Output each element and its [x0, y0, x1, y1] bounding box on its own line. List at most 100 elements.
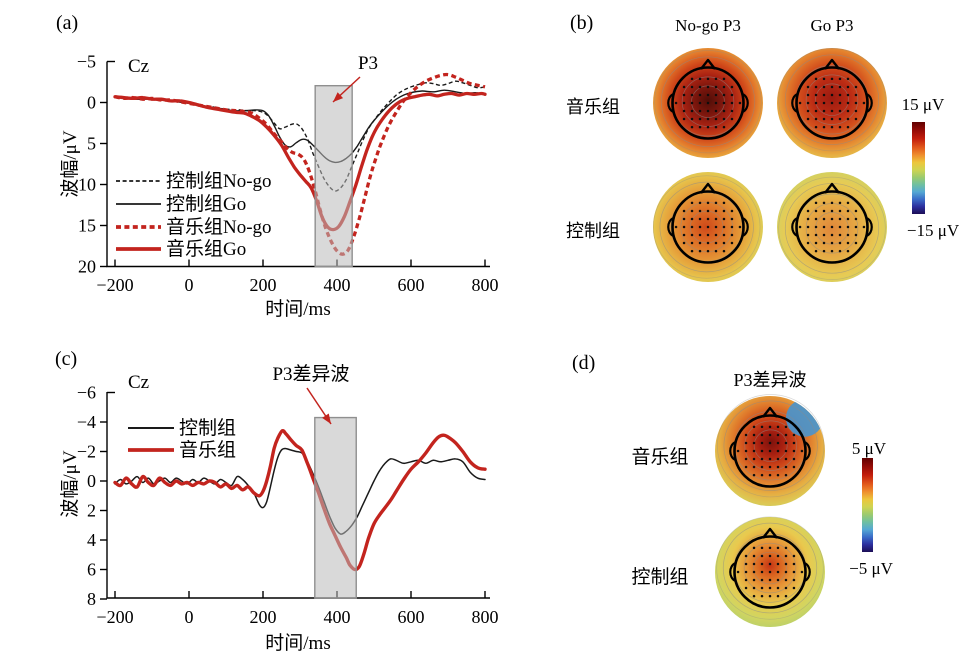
x-tick-label: 0: [185, 275, 194, 295]
right-ear: [865, 216, 873, 238]
electrode-dot: [706, 125, 710, 129]
electrode-dot: [806, 217, 810, 221]
electrode-dot: [822, 249, 826, 253]
electrode-dot: [822, 77, 826, 81]
panel-d-label: (d): [572, 352, 596, 374]
electrode-dot: [682, 93, 686, 97]
electrode-dot: [822, 225, 826, 229]
electrode-dot: [690, 93, 694, 97]
electrode-dot: [806, 93, 810, 97]
x-tick-label: 400: [324, 275, 351, 295]
electrode-dot: [846, 241, 850, 245]
electrode-dot: [714, 241, 718, 245]
contour-line: [722, 522, 818, 614]
electrode-dot: [776, 473, 780, 477]
erp-chart-a: −5 0 5 10 15 20−200 0 200 400 600 800 波幅/μV 时间/ms Cz 控…: [59, 52, 499, 321]
electrode-dot: [846, 209, 850, 213]
electrode-dot: [854, 93, 858, 97]
y-tick-label: −4: [77, 412, 96, 432]
nose: [824, 182, 840, 194]
electrode-dot: [752, 425, 756, 429]
electrode-dot: [744, 457, 748, 461]
electrode-dot: [776, 441, 780, 445]
electrode-dot: [792, 570, 796, 574]
electrode-dot: [854, 117, 858, 121]
electrode-dot: [698, 117, 702, 121]
electrode-dot: [838, 93, 842, 97]
electrode-dot: [768, 465, 772, 469]
y-tick-label: 0: [87, 471, 96, 491]
y-tick-label: 5: [87, 134, 96, 154]
electrode-dot: [854, 233, 858, 237]
electrode-dot: [730, 217, 734, 221]
electrode-dot: [706, 241, 710, 245]
electrode-dot: [760, 457, 764, 461]
electrode-dot: [706, 77, 710, 81]
electrode-dot: [714, 101, 718, 105]
electrode-dot: [846, 109, 850, 113]
electrode-dot: [822, 201, 826, 205]
electrode-dot: [698, 109, 702, 113]
electrode-dot: [682, 117, 686, 121]
y-tick-label: 4: [87, 530, 96, 550]
electrode-dot: [814, 109, 818, 113]
electrode-dot: [830, 101, 834, 105]
p3-band: [314, 416, 357, 599]
contour-line: [716, 516, 824, 620]
electrode-dot: [792, 457, 796, 461]
electrode-dot: [698, 93, 702, 97]
panel-c: (c) −6 −4 −2 0 2 4 6 8 −200 0 200 400 600 800 波幅/μV 时间/…: [0, 336, 520, 668]
electrode-dot: [682, 233, 686, 237]
electrode-dot: [814, 93, 818, 97]
electrode-dot: [690, 249, 694, 253]
contour-line: [778, 176, 886, 280]
electrode-dot: [706, 249, 710, 253]
electrode-dot: [722, 117, 726, 121]
electrode-dot: [768, 441, 772, 445]
electrode-dot: [830, 77, 834, 81]
legend-label-1: 音乐组: [179, 439, 236, 461]
electrode-dot: [798, 101, 802, 105]
electrode-dot: [830, 93, 834, 97]
electrode-dot: [714, 225, 718, 229]
electrode-dot: [784, 554, 788, 558]
electrode-dot: [744, 586, 748, 590]
electrode-dot: [698, 241, 702, 245]
electrode-dot: [730, 85, 734, 89]
electrode-dot: [806, 241, 810, 245]
electrode-dot: [814, 249, 818, 253]
x-tick-label: 0: [185, 607, 194, 627]
electrode-dot: [682, 209, 686, 213]
electrode-dot: [682, 241, 686, 245]
electrode-dot: [814, 217, 818, 221]
panel-a-label: (a): [56, 12, 79, 34]
electrode-dot: [714, 201, 718, 205]
electrode-dot: [862, 225, 866, 229]
legend-label-2: 音乐组No-go: [166, 216, 272, 238]
electrode-dot: [800, 449, 804, 453]
electrode-dot: [722, 101, 726, 105]
electrode-dot: [722, 249, 726, 253]
contour-line: [778, 48, 886, 152]
left-ear: [729, 440, 737, 462]
electrode-dot: [830, 125, 834, 129]
electrode-dot: [698, 225, 702, 229]
colorbar-d-max-label: 5 μV: [851, 439, 887, 458]
electrode-dot: [846, 125, 850, 129]
electrode-dot: [714, 209, 718, 213]
electrode-dot: [752, 433, 756, 437]
electrode-dot: [846, 233, 850, 237]
electrode-dot: [698, 125, 702, 129]
electrode-dot: [706, 209, 710, 213]
electrode-dot: [760, 570, 764, 574]
electrode-dot: [752, 465, 756, 469]
electrode-dot: [822, 85, 826, 89]
electrode-dot: [838, 249, 842, 253]
right-ear: [803, 561, 811, 583]
right-ear: [741, 92, 749, 114]
x-axis-title: 时间/ms: [265, 298, 330, 320]
electrode-dot: [760, 578, 764, 582]
panel-d: (d) P3差异波 音乐组 控制组 5 μV −5 μV: [560, 340, 974, 668]
electrode-dot: [752, 578, 756, 582]
electrode-dot: [760, 586, 764, 590]
